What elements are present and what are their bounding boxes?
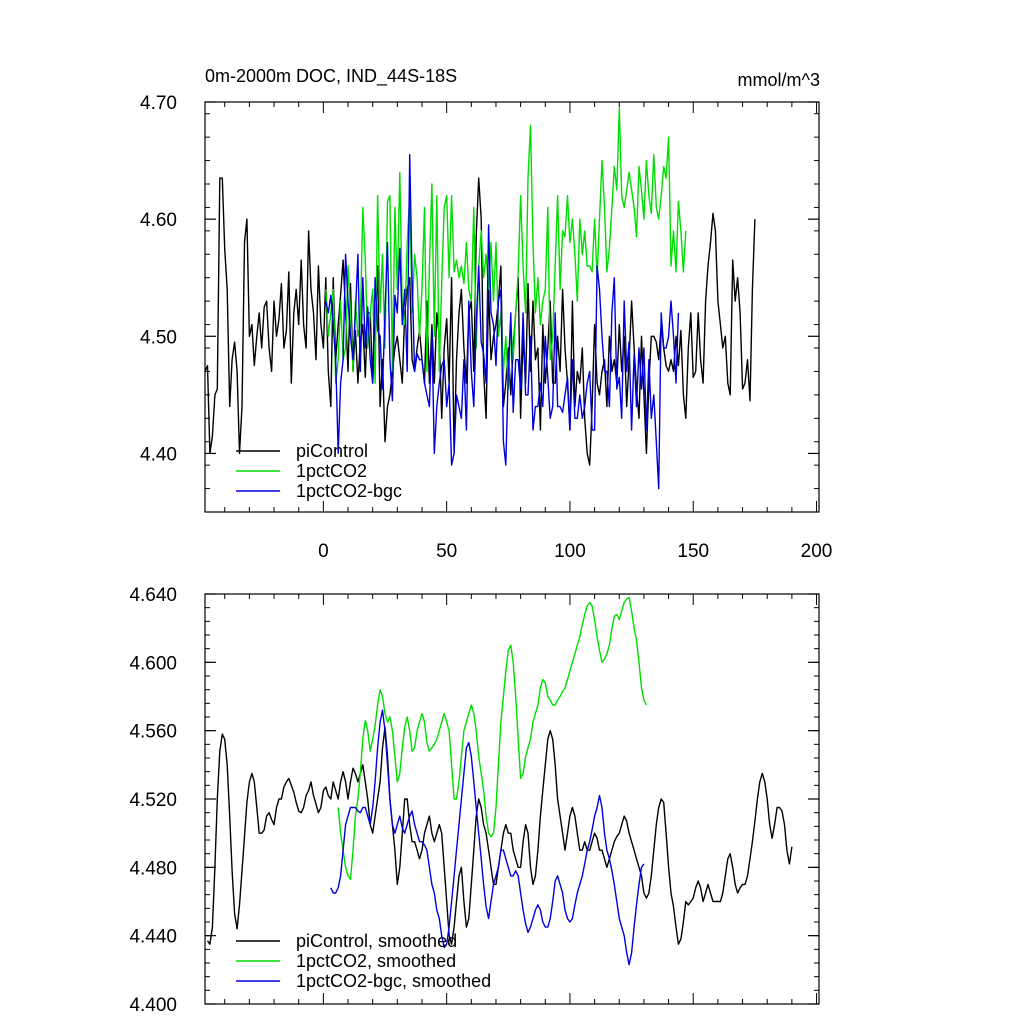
legend-label: 1pctCO2 [296,461,367,481]
x-tick-label: 150 [677,541,709,562]
x-tick-label: 50 [436,541,457,562]
series-line-1pctco2-smoothed [337,596,648,880]
top-y-axis: 4.40 4.50 4.60 4.70 [140,93,819,513]
x-tick-label: 0 [318,541,329,562]
y-tick-label: 4.600 [129,653,177,674]
units-label: mmol/m^3 [738,70,820,90]
top-series-group [204,107,756,490]
legend-label: 1pctCO2-bgc, smoothed [296,971,491,991]
y-tick-label: 4.400 [129,995,177,1016]
legend-label: 1pctCO2-bgc [296,481,402,501]
series-line-1pctco2-bgc [325,154,680,490]
top-x-axis: 0 50 100 150 200 [224,102,833,562]
bottom-x-axis [224,594,818,1004]
y-tick-label: 4.50 [140,327,177,348]
y-tick-label: 4.480 [129,858,177,879]
top-panel: 4.404.504.604.70 0 50 100 150 200 piControl1… [140,93,832,562]
y-tick-label: 4.640 [129,585,177,606]
bottom-series-group [206,596,793,966]
series-line-1pctco2-bgc-smoothed [330,709,645,966]
legend-label: piControl [296,441,368,461]
y-tick-label: 4.440 [129,927,177,948]
y-tick-label: 4.60 [140,210,177,231]
y-tick-label: 4.520 [129,790,177,811]
bottom-panel: 4.400 4.440 4.480 4.520 4.560 4.600 4.640 piCo… [129,585,820,1016]
legend-label: piControl, smoothed [296,931,457,951]
series-line-picontrol-smoothed [206,726,793,945]
x-tick-label: 200 [801,541,833,562]
y-tick-label: 4.560 [129,722,177,743]
y-tick-label: 4.40 [140,444,177,465]
top-plot-frame [204,101,820,513]
legend-label: 1pctCO2, smoothed [296,951,456,971]
bottom-y-axis: 4.400 4.440 4.480 4.520 4.560 4.600 4.640 [129,585,819,1016]
y-tick-label: 4.70 [140,93,177,114]
chart-title: 0m-2000m DOC, IND_44S-18S [205,66,457,87]
x-tick-label: 100 [554,541,586,562]
series-line-1pctco2 [325,107,687,390]
